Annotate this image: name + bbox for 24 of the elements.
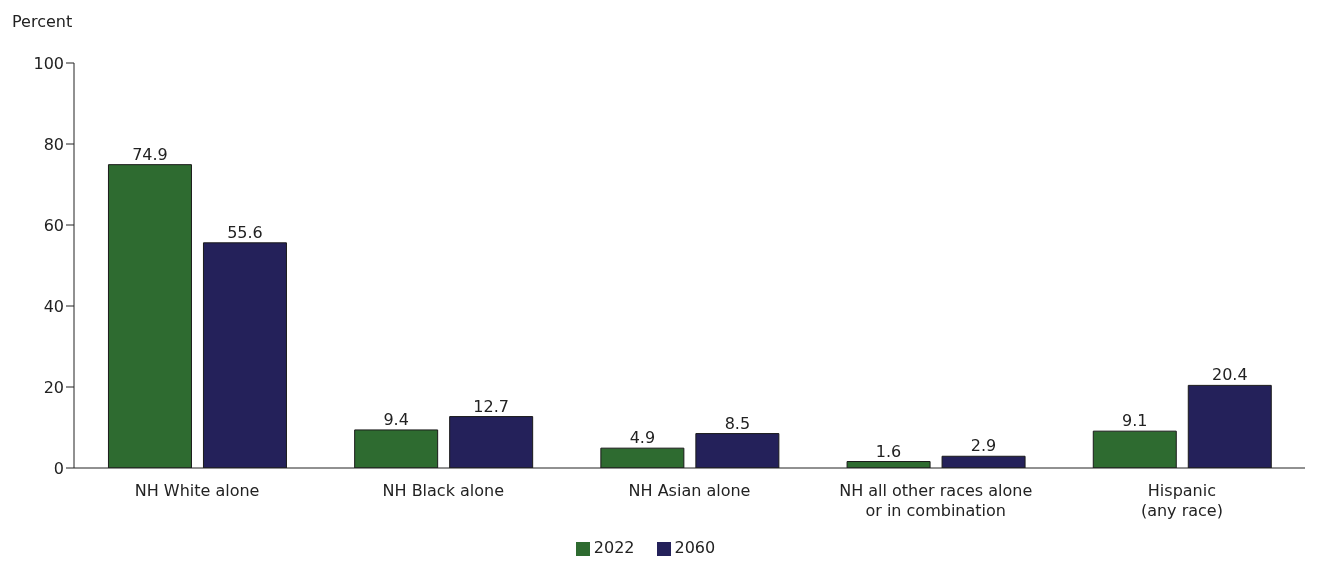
y-tick-label: 80 xyxy=(43,134,64,154)
data-label: 8.5 xyxy=(724,413,751,433)
data-label: 2.9 xyxy=(970,436,997,456)
data-label: 12.7 xyxy=(473,396,509,416)
x-tick-label: NH White alone xyxy=(134,481,260,500)
data-label: 74.9 xyxy=(132,144,168,164)
x-tick-label: NH all other races alone or in combination xyxy=(839,481,1033,520)
y-tick-label: 100 xyxy=(33,53,64,73)
data-label: 1.6 xyxy=(875,441,902,461)
data-label: 20.4 xyxy=(1211,365,1248,385)
data-label: 9.4 xyxy=(383,409,409,429)
data-label: 55.6 xyxy=(227,222,263,242)
x-tick-label: Hispanic (any race) xyxy=(1140,481,1223,520)
y-axis-title: Percent xyxy=(12,12,73,31)
data-label: 4.9 xyxy=(629,428,656,448)
y-tick-label: 40 xyxy=(43,296,64,316)
data-label: 9.1 xyxy=(1122,411,1148,431)
y-tick-label: 0 xyxy=(53,458,64,478)
legend-label: 2060 xyxy=(674,538,716,557)
y-tick-label: 60 xyxy=(43,215,64,235)
x-tick-label: NH Black alone xyxy=(382,481,505,500)
x-tick-label: NH Asian alone xyxy=(628,481,751,500)
legend-label: 2022 xyxy=(593,538,635,557)
y-tick-label: 20 xyxy=(43,377,64,397)
